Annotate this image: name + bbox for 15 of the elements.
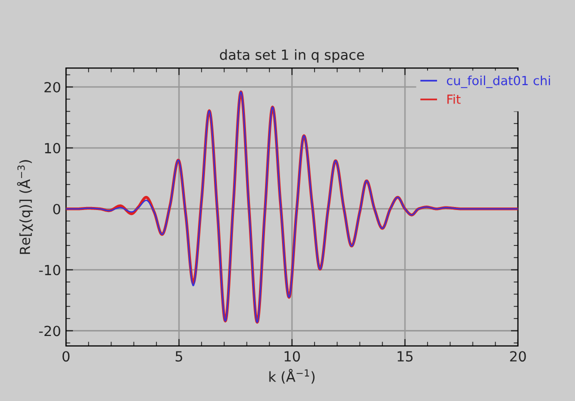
y-tick-label: 10 bbox=[45, 142, 60, 154]
y-tick-label: -10 bbox=[39, 264, 60, 276]
y-tick-label: -20 bbox=[39, 326, 60, 336]
x-axis-title: k (Å$^{−1}$) bbox=[269, 368, 315, 384]
legend-label: cu_foil_dat01 chi bbox=[446, 76, 550, 88]
x-tick-label: 10 bbox=[284, 351, 300, 362]
chart-title: data set 1 in q space bbox=[220, 49, 364, 63]
y-axis-title: Re[χ(q)] (Å$^{−3}$) bbox=[17, 160, 33, 254]
legend-label: Fit bbox=[447, 94, 461, 104]
x-tick-label: 15 bbox=[398, 351, 413, 362]
x-tick-label: 5 bbox=[176, 351, 182, 362]
y-tick-label: 0 bbox=[53, 204, 60, 214]
x-tick-label: 0 bbox=[62, 351, 70, 362]
x-tick-label: 20 bbox=[510, 351, 526, 362]
y-tick-label: 20 bbox=[44, 82, 60, 92]
